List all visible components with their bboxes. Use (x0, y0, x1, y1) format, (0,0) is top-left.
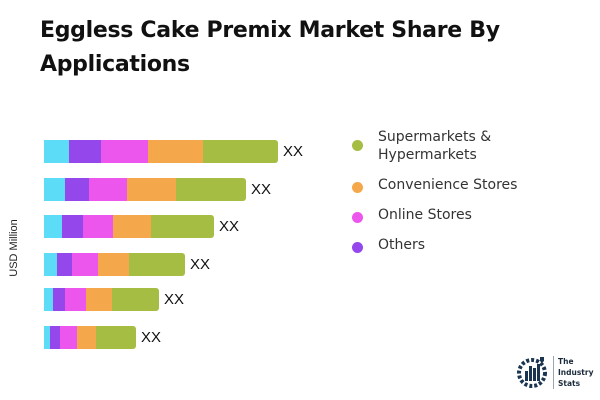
chart-title: Eggless Cake Premix Market Share By Appl… (40, 18, 500, 77)
logo-line: The (558, 356, 574, 366)
bar-segment (44, 140, 69, 163)
bar-segment (129, 253, 185, 276)
bar-segment (65, 178, 89, 201)
legend-item-online-stores: Online Stores (352, 206, 472, 224)
bar-value-label: XX (164, 291, 185, 308)
bar-segment (50, 326, 60, 349)
bar-value-label: XX (190, 256, 211, 273)
bar-segment (72, 253, 98, 276)
bar-segment (44, 178, 65, 201)
bar-value-label: XX (219, 218, 240, 235)
bar-segment (101, 140, 148, 163)
legend-label: Online Stores (378, 207, 472, 223)
bar-segment (77, 326, 96, 349)
legend-label: Supermarkets & Hypermarkets (378, 129, 492, 163)
legend-item-supermarkets: Supermarkets & Hypermarkets (352, 128, 518, 164)
legend-dot-icon (352, 212, 363, 223)
bar-segment (98, 253, 129, 276)
gear-wrench-logo-icon (517, 357, 547, 388)
legend-label: Others (378, 237, 426, 253)
stacked-bar (44, 178, 246, 201)
bar-segment (203, 140, 278, 163)
stacked-bar (44, 253, 185, 276)
bar-segment (151, 215, 214, 238)
legend-label: Convenience Stores (378, 177, 518, 193)
bar-segment (86, 288, 112, 311)
bar-segment (62, 215, 83, 238)
bar-segment (60, 326, 77, 349)
bar-segment (113, 215, 151, 238)
stacked-bar (44, 215, 214, 238)
logo-line: Stats (558, 378, 581, 388)
bar-segment (96, 326, 136, 349)
bar-segment (89, 178, 127, 201)
bar-segment (127, 178, 176, 201)
bar-segment (65, 288, 86, 311)
legend-dot-icon (352, 140, 363, 151)
legend-dot-icon (352, 242, 363, 253)
logo-text: The Industry Stats (553, 355, 594, 389)
bar-value-label: XX (251, 181, 272, 198)
stacked-bar (44, 288, 159, 311)
bar-segment (53, 288, 65, 311)
bar-segment (57, 253, 72, 276)
legend-dot-icon (352, 182, 363, 193)
logo-line: Industry (558, 367, 594, 377)
bar-segment (44, 215, 62, 238)
bar-segment (148, 140, 203, 163)
the-industry-stats-logo: The Industry Stats (514, 352, 600, 392)
stacked-bar (44, 326, 136, 349)
bar-chart: XX XX XX XX XX XX (44, 140, 304, 349)
bar-segment (44, 253, 57, 276)
bar-value-label: XX (283, 143, 304, 160)
bar-segment (44, 288, 53, 311)
bar-segment (69, 140, 101, 163)
stacked-bar (44, 140, 278, 163)
bar-segment (112, 288, 159, 311)
legend-item-convenience-stores: Convenience Stores (352, 176, 517, 194)
bar-segment (176, 178, 246, 201)
bar-segment (83, 215, 113, 238)
bar-segment (44, 326, 50, 349)
legend-item-others: Others (352, 236, 425, 254)
bar-value-label: XX (141, 329, 162, 346)
